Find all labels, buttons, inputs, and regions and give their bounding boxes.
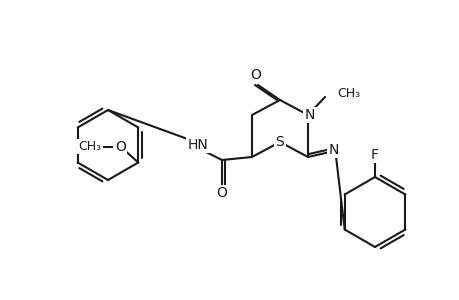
Text: CH₃: CH₃ [78, 140, 101, 153]
Text: O: O [115, 140, 125, 154]
Text: HN: HN [187, 138, 208, 152]
Text: CH₃: CH₃ [336, 86, 359, 100]
Text: N: N [304, 108, 314, 122]
Text: O: O [216, 186, 227, 200]
Text: O: O [250, 68, 261, 82]
Text: S: S [275, 135, 284, 149]
Text: F: F [370, 148, 378, 162]
Text: N: N [328, 143, 338, 157]
